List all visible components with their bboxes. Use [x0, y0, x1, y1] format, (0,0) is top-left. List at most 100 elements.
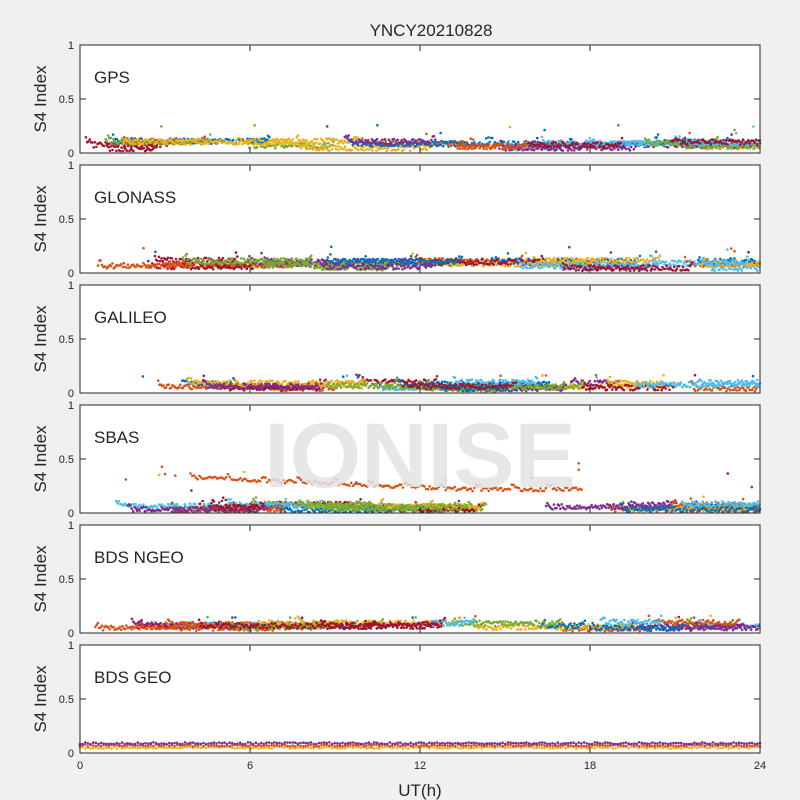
data-point — [415, 253, 419, 257]
data-point — [505, 261, 508, 264]
data-point — [700, 263, 703, 267]
data-point — [731, 258, 735, 262]
data-point — [201, 138, 204, 141]
data-point — [317, 262, 321, 266]
data-point — [239, 138, 243, 142]
data-point — [356, 142, 360, 146]
data-point — [624, 147, 628, 151]
data-point — [370, 145, 374, 148]
data-point — [166, 142, 169, 146]
data-point — [737, 139, 741, 143]
data-point — [203, 135, 207, 138]
data-point — [343, 145, 347, 148]
data-point — [428, 141, 432, 145]
data-point — [254, 138, 257, 141]
data-point — [547, 265, 551, 269]
data-point — [533, 140, 536, 143]
data-point — [723, 259, 727, 263]
data-point — [128, 149, 131, 153]
data-point — [361, 137, 364, 140]
data-point — [154, 250, 157, 254]
data-point — [593, 146, 597, 149]
data-point — [164, 262, 167, 265]
data-point — [753, 143, 756, 147]
data-point — [141, 142, 145, 146]
data-point — [240, 267, 243, 270]
data-point — [697, 258, 700, 262]
data-point — [87, 140, 90, 143]
data-point — [596, 268, 600, 272]
data-point — [620, 136, 624, 140]
data-point — [712, 138, 715, 142]
data-point — [428, 259, 432, 263]
data-point — [366, 138, 370, 142]
data-point — [735, 131, 738, 135]
data-point — [342, 147, 346, 151]
data-point — [609, 251, 613, 254]
data-point — [296, 134, 300, 137]
data-point — [268, 135, 271, 139]
data-point — [248, 254, 251, 258]
data-point — [730, 267, 733, 271]
data-point — [354, 137, 358, 141]
data-point — [475, 263, 479, 266]
data-point — [122, 261, 126, 265]
data-point — [362, 142, 366, 146]
data-point — [681, 265, 685, 269]
data-point — [158, 142, 162, 146]
data-point — [561, 262, 565, 265]
data-point — [686, 259, 689, 263]
data-point — [729, 257, 732, 260]
data-point — [516, 265, 520, 268]
data-point — [318, 259, 321, 263]
data-point — [272, 261, 276, 264]
data-point — [683, 140, 687, 143]
data-point — [323, 147, 326, 150]
data-point — [336, 268, 340, 271]
data-point — [390, 264, 394, 268]
data-point — [631, 140, 634, 143]
data-point — [570, 264, 574, 267]
data-point — [577, 268, 580, 272]
data-point — [521, 266, 525, 270]
data-point — [613, 264, 616, 267]
data-point — [724, 138, 728, 142]
data-point — [537, 144, 541, 148]
data-point — [265, 259, 269, 262]
data-point — [643, 144, 646, 148]
data-point — [458, 147, 462, 150]
data-point — [331, 261, 335, 265]
data-point — [166, 256, 170, 260]
data-point — [571, 141, 574, 144]
data-point — [281, 260, 285, 264]
data-point — [553, 259, 557, 263]
data-point — [486, 145, 490, 148]
data-point — [294, 257, 298, 261]
data-point — [460, 143, 464, 146]
data-point — [379, 141, 383, 145]
data-point — [558, 262, 561, 266]
data-point — [458, 255, 461, 258]
data-point — [579, 265, 583, 268]
data-point — [340, 139, 344, 142]
data-point — [230, 257, 234, 260]
data-point — [565, 256, 569, 260]
data-point — [449, 262, 452, 266]
data-point — [414, 139, 418, 142]
data-point — [539, 262, 543, 266]
data-point — [212, 261, 216, 265]
data-point — [480, 258, 484, 261]
data-point — [370, 260, 374, 264]
data-point — [409, 254, 413, 258]
data-point — [183, 258, 186, 262]
data-point — [647, 138, 651, 141]
data-point — [245, 267, 249, 271]
data-point — [710, 265, 714, 268]
data-point — [565, 264, 569, 267]
data-point — [592, 141, 595, 145]
data-point — [672, 263, 675, 266]
data-point — [641, 264, 645, 267]
data-point — [434, 140, 438, 144]
data-point — [125, 149, 129, 153]
